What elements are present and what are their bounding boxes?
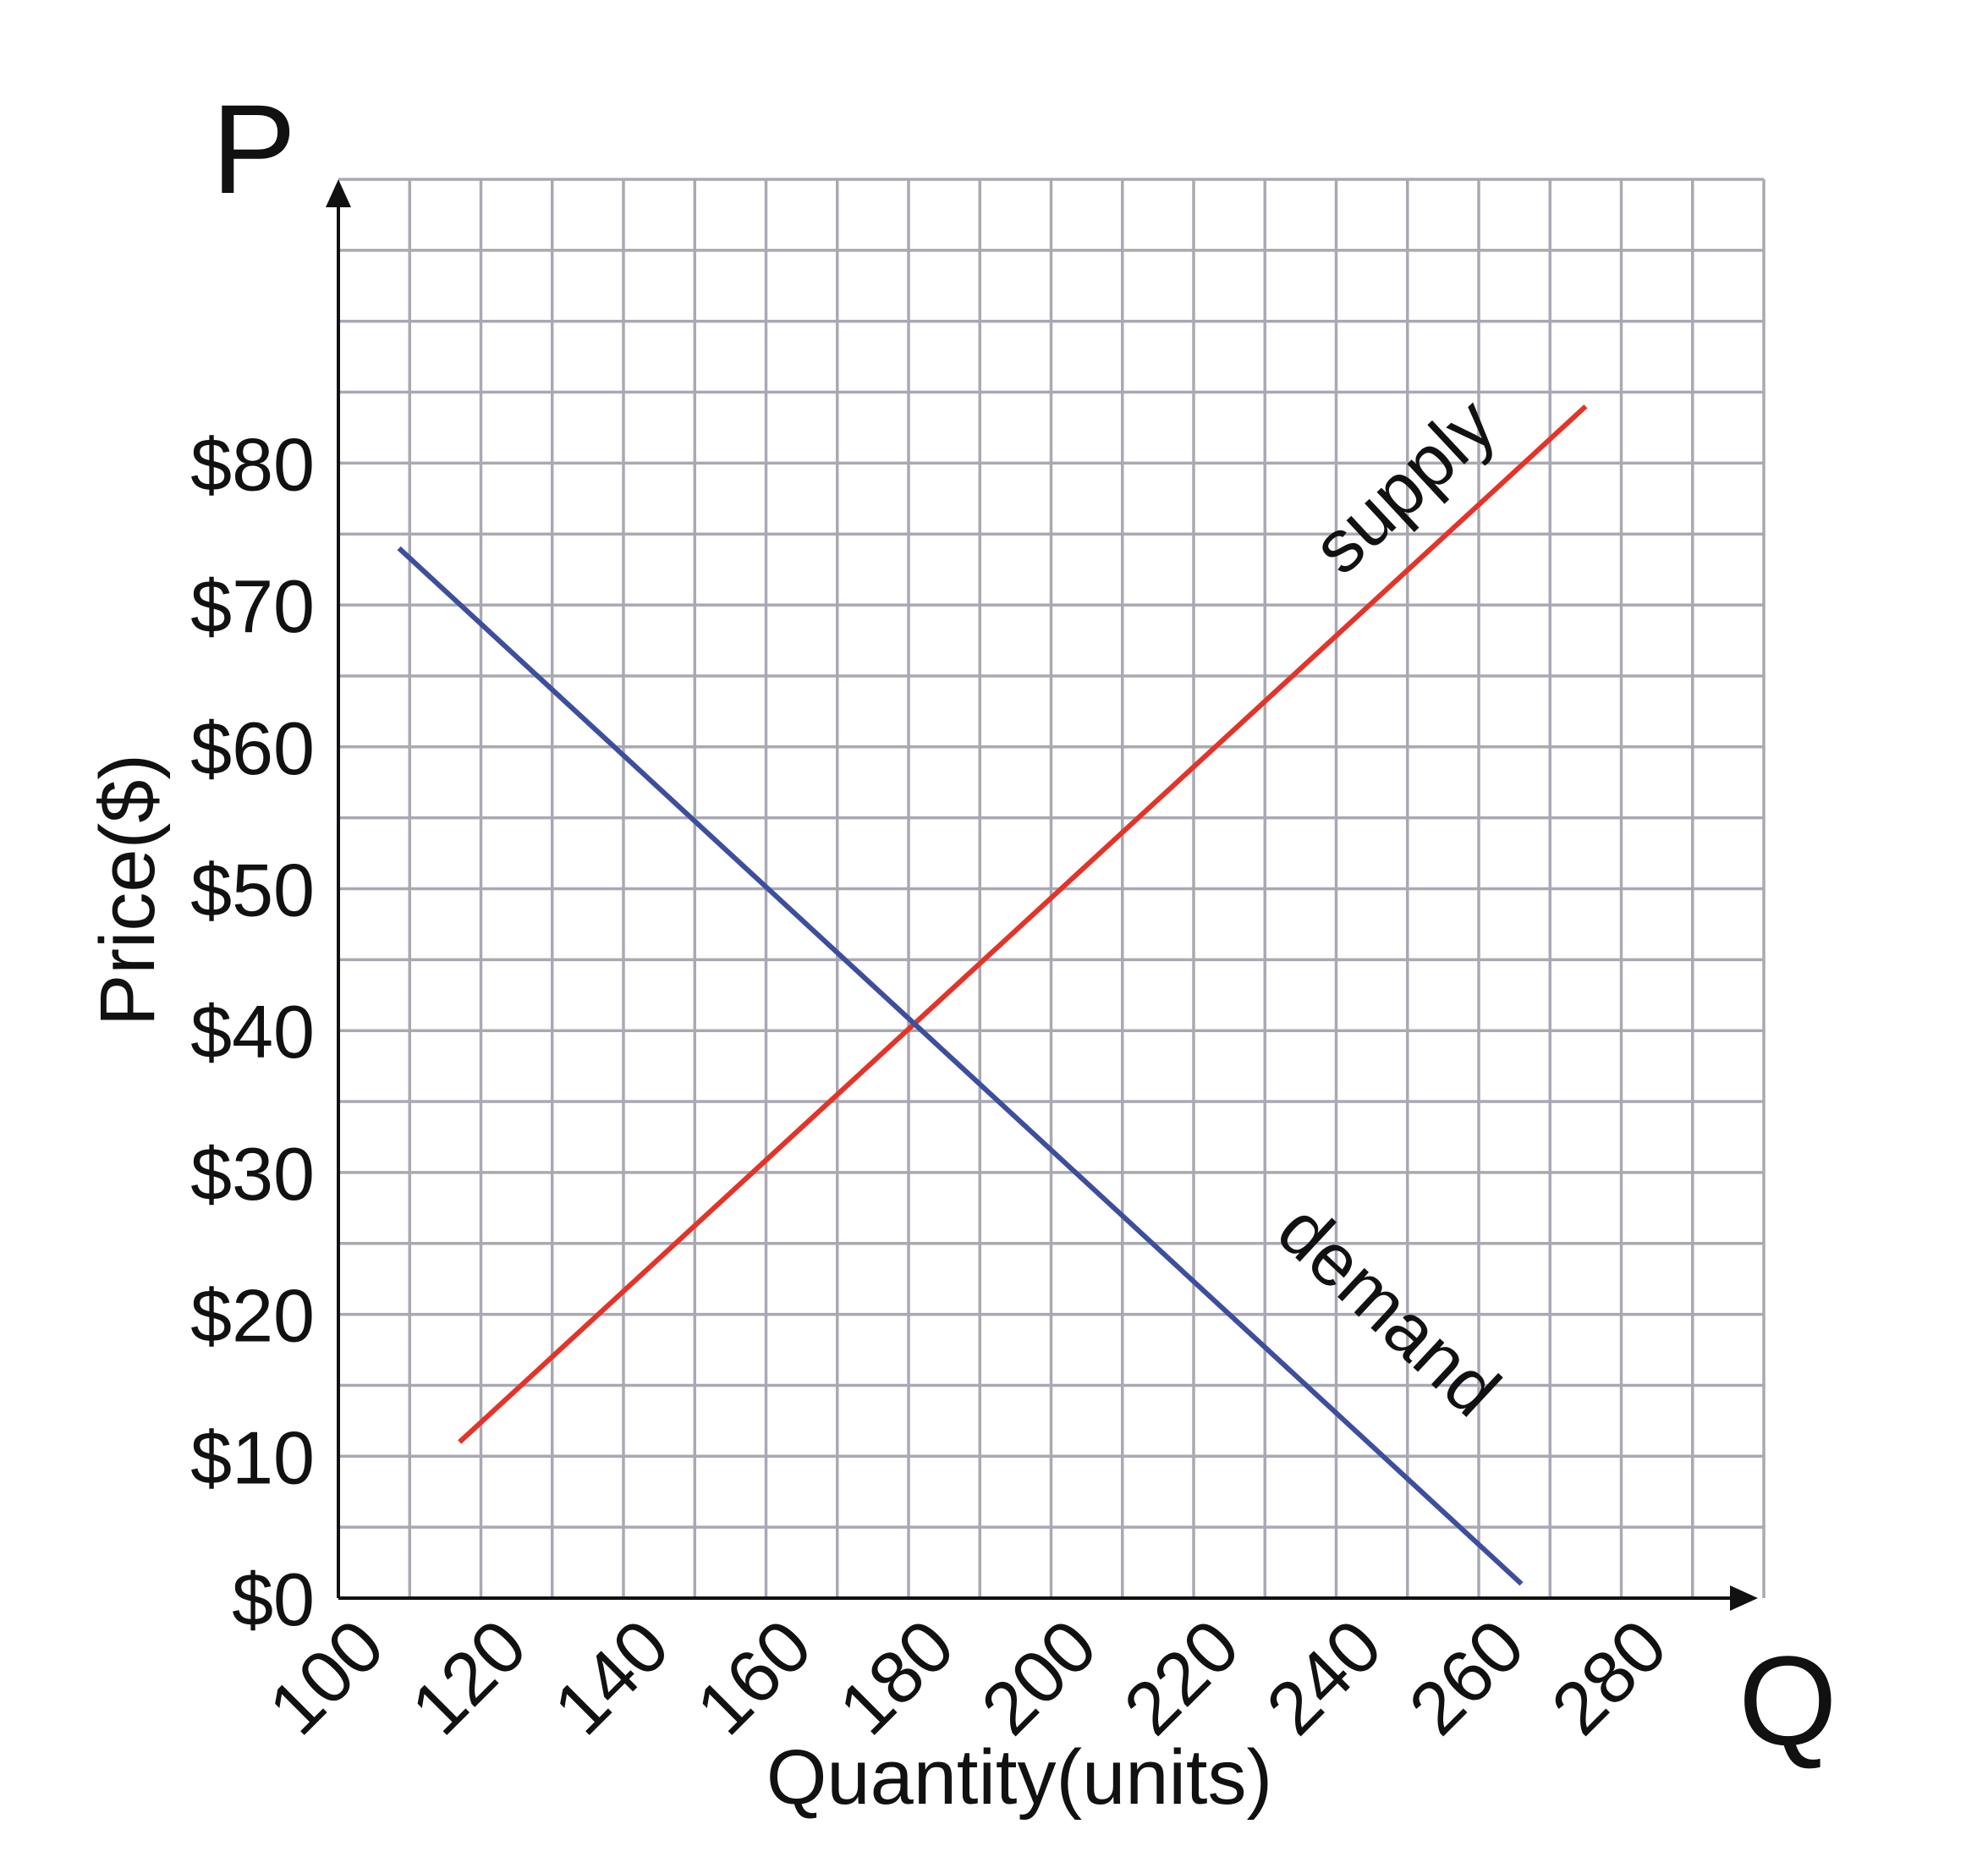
x-tick-label: 220 [1107,1603,1255,1750]
axis-labels: P Q Price($) Quantity(units) supplydeman… [85,78,1837,1821]
y-tick-label: $10 [190,1415,315,1499]
x-tick-label: 280 [1535,1603,1683,1750]
x-axis-arrowhead [1730,1585,1758,1611]
y-tick-label: $30 [190,1132,315,1216]
y-axis-arrowhead [326,179,351,207]
y-tick-label: $40 [190,990,315,1074]
x-tick-label: 140 [537,1603,684,1750]
y-tick-label: $20 [190,1274,315,1358]
y-tick-label: $80 [190,422,315,506]
x-axis-title: Quantity(units) [766,1734,1272,1821]
supply-curve [458,404,1588,1444]
x-tick-label: 160 [680,1603,827,1750]
grid [338,178,1766,1598]
x-tick-label: 180 [822,1603,969,1750]
x-tick-label: 260 [1392,1603,1540,1750]
y-axis-title: Price($) [85,754,171,1026]
axes [326,179,1758,1611]
tick-labels: $0$10$20$30$40$50$60$70$8010012014016018… [190,422,1683,1750]
y-tick-label: $50 [190,849,315,932]
x-axis-letter: Q [1738,1629,1837,1772]
x-tick-label: 120 [395,1603,542,1750]
y-tick-label: $70 [190,564,315,648]
y-tick-label: $60 [190,706,315,790]
demand-curve [397,546,1524,1586]
y-axis-letter: P [211,78,296,220]
series [397,404,1588,1586]
x-tick-label: 200 [965,1603,1112,1750]
x-tick-label: 240 [1250,1603,1398,1750]
y-tick-label: $0 [232,1558,315,1641]
